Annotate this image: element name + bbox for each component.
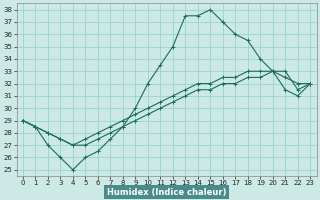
X-axis label: Humidex (Indice chaleur): Humidex (Indice chaleur): [107, 188, 226, 197]
